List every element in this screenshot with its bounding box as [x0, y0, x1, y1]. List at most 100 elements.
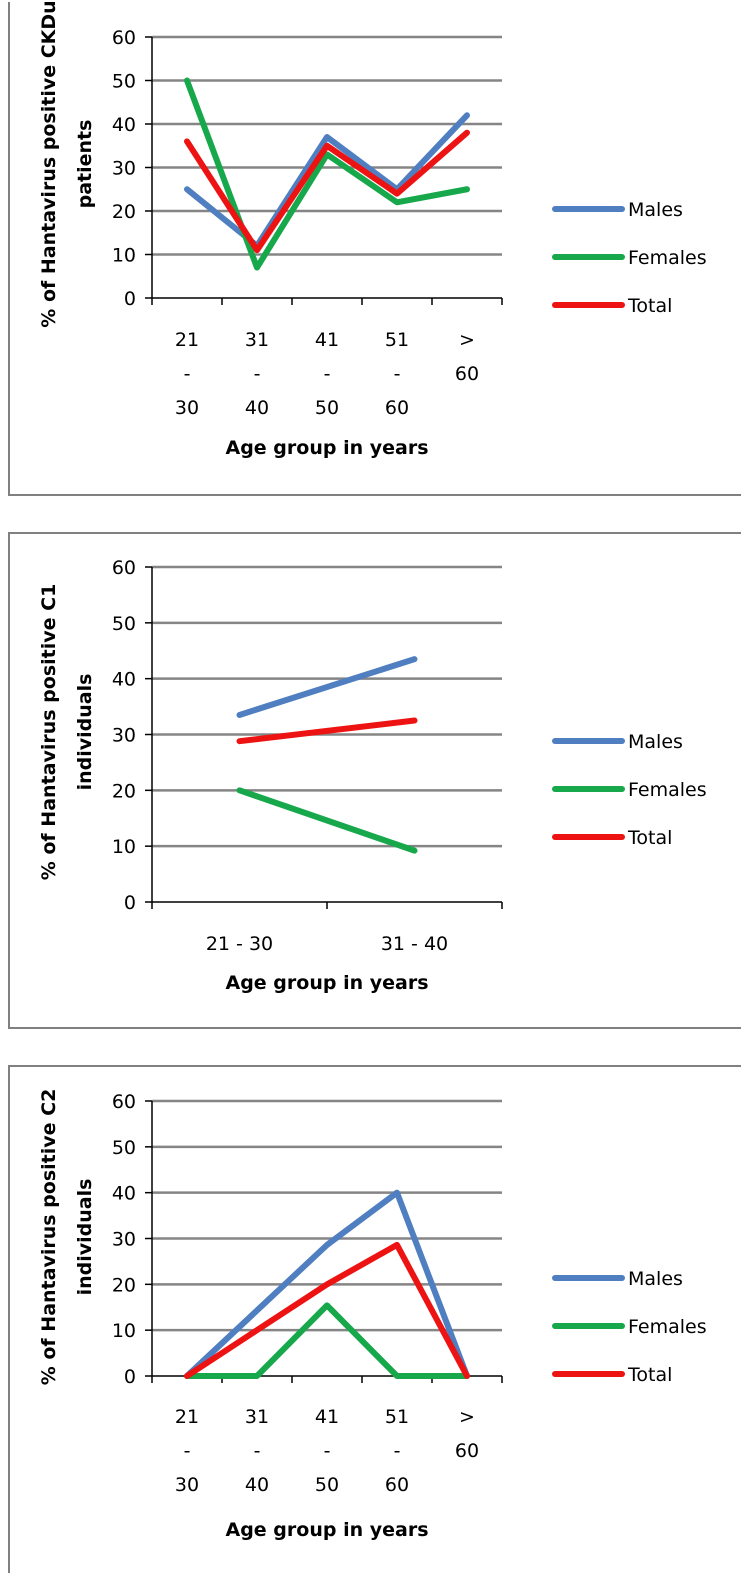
data-point-males	[325, 1243, 329, 1247]
data-point-total	[325, 144, 329, 148]
chart-c2: 0 10 20 30 40 50 60 21 - 30 31 - 40 41 - 50 51 - 60 >60 % of…	[38, 1089, 707, 1541]
legend-label-males: Males	[628, 1268, 683, 1290]
x-tick-label: 51	[385, 329, 409, 351]
data-point-total	[255, 248, 259, 252]
x-tick-label: 41	[315, 1406, 339, 1428]
x-tick-label: -	[394, 363, 401, 385]
chart-panel-ckdu: 0 10 20 30 40 50 60 21 - 30 31 - 40 41 - 50 51 - 60 >60 % of…	[8, 0, 741, 496]
x-tick-label: 50	[315, 1474, 339, 1496]
data-point-total	[325, 1282, 329, 1286]
y-axis-title-line: individuals	[74, 1179, 96, 1296]
series-line-total	[236, 717, 418, 745]
x-tick-label: -	[324, 363, 331, 385]
data-point-total	[255, 1328, 259, 1332]
chart-panel-c1: 0 10 20 30 40 50 60 21 - 30 31 - 40 % of Hantavir…	[8, 532, 741, 1029]
x-tick-label: 40	[245, 1474, 269, 1496]
y-tick-label: 60	[112, 27, 136, 49]
x-tick-label: -	[184, 363, 191, 385]
data-point-females	[413, 849, 416, 853]
y-tick-label: 10	[112, 836, 136, 858]
y-tick-label: 40	[112, 1183, 136, 1205]
y-axis-title-line: % of Hantavirus positive C1	[38, 584, 60, 881]
y-tick-label: 30	[112, 1229, 136, 1251]
data-point-females	[465, 187, 469, 191]
x-tick-label: 60	[385, 397, 409, 419]
data-point-females	[325, 152, 329, 156]
x-axis-title: Age group in years	[226, 437, 429, 459]
series-line-females	[184, 77, 470, 271]
x-tick-label: -	[254, 363, 261, 385]
x-tick-label: 41	[315, 329, 339, 351]
data-point-females	[238, 788, 241, 792]
data-point-females	[255, 266, 259, 270]
legend-label-total: Total	[627, 1364, 672, 1386]
y-axis-title: % of Hantavirus positive C2 individuals	[38, 1089, 96, 1386]
data-point-females	[395, 1374, 399, 1378]
series-line-females	[236, 787, 418, 854]
series-line-males	[184, 112, 470, 249]
x-tick-label: >	[459, 1406, 475, 1428]
x-tick-label: -	[324, 1440, 331, 1462]
data-point-total	[185, 1374, 189, 1378]
y-tick-label: 60	[112, 557, 136, 579]
data-point-females	[255, 1374, 259, 1378]
x-tick-label: 60	[455, 363, 479, 385]
x-tick-label: 31	[245, 329, 269, 351]
data-point-total	[185, 139, 189, 143]
legend-label-females: Females	[628, 779, 707, 801]
data-point-total	[238, 739, 241, 743]
y-tick-label: 20	[112, 1274, 136, 1296]
y-axis-title-line: % of Hantavirus positive CKDu	[38, 0, 60, 327]
y-axis-title-line: individuals	[74, 674, 96, 791]
data-point-males	[325, 135, 329, 139]
y-axis-title-line: % of Hantavirus positive C2	[38, 1089, 60, 1386]
y-tick-label: 0	[124, 892, 136, 914]
legend-label-total: Total	[627, 827, 672, 849]
x-tick-label: >	[459, 329, 475, 351]
x-axis-title: Age group in years	[226, 1519, 429, 1541]
chart-c1: 0 10 20 30 40 50 60 21 - 30 31 - 40 % of Hantavir…	[38, 557, 707, 994]
data-point-total	[413, 719, 416, 723]
legend-label-females: Females	[628, 1316, 707, 1338]
data-point-females	[185, 79, 189, 82]
y-tick-label: 30	[112, 725, 136, 747]
y-tick-label: 50	[112, 1137, 136, 1159]
legend-label-males: Males	[628, 199, 683, 221]
data-point-males	[395, 1191, 399, 1195]
x-tick-label: 51	[385, 1406, 409, 1428]
y-axis-title-line: patients	[74, 120, 96, 209]
y-tick-label: 10	[112, 1320, 136, 1342]
x-tick-label: 31	[245, 1406, 269, 1428]
data-point-males	[255, 1308, 259, 1312]
x-tick-label: -	[254, 1440, 261, 1462]
data-point-males	[238, 713, 241, 717]
data-point-total	[395, 1243, 399, 1247]
chart-panel-c2: 0 10 20 30 40 50 60 21 - 30 31 - 40 41 - 50 51 - 60 >60 % of…	[8, 1065, 741, 1573]
x-tick-label: 50	[315, 397, 339, 419]
y-tick-label: 50	[112, 71, 136, 93]
x-tick-label: -	[184, 1440, 191, 1462]
x-axis-title: Age group in years	[226, 972, 429, 994]
x-tick-label: 21	[175, 329, 199, 351]
legend-label-females: Females	[628, 247, 707, 269]
x-tick-label: 31 - 40	[381, 933, 448, 955]
data-point-females	[395, 200, 399, 204]
data-point-males	[465, 113, 469, 117]
y-tick-label: 40	[112, 114, 136, 136]
y-axis-title: % of Hantavirus positive CKDu patients	[38, 0, 96, 327]
y-tick-label: 20	[112, 780, 136, 802]
y-tick-label: 0	[124, 288, 136, 310]
x-tick-label: 60	[455, 1440, 479, 1462]
y-tick-label: 10	[112, 245, 136, 267]
x-tick-label: 21	[175, 1406, 199, 1428]
y-tick-label: 60	[112, 1091, 136, 1113]
x-tick-label: 21 - 30	[206, 933, 273, 955]
x-tick-label: 30	[175, 397, 199, 419]
x-tick-label: 40	[245, 397, 269, 419]
data-point-total	[465, 131, 469, 135]
y-axis-title: % of Hantavirus positive C1 individuals	[38, 584, 96, 881]
x-tick-label: 60	[385, 1474, 409, 1496]
y-tick-label: 20	[112, 201, 136, 223]
legend-label-total: Total	[627, 295, 672, 317]
data-point-females	[325, 1303, 329, 1307]
